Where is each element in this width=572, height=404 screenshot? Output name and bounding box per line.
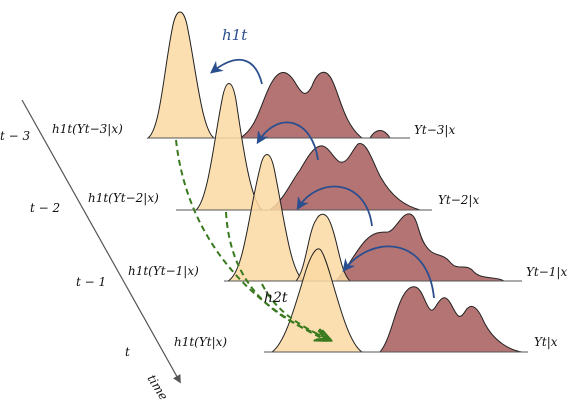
tick-t: t	[125, 345, 130, 359]
blue-arrow-2	[256, 121, 319, 161]
y-label-row-2: Yt−2|x	[438, 193, 479, 207]
h-label-row-1: h1t(Yt−3|x)	[52, 122, 123, 136]
y-label-row-3: Yt−1|x	[526, 265, 567, 279]
tick-t-minus-2: t − 2	[30, 201, 60, 215]
row-2	[176, 83, 432, 211]
orange-density-row-1	[146, 11, 216, 139]
maroon-density-row-3	[334, 213, 506, 282]
orange-density-row-3	[226, 154, 306, 282]
orange-density-row-4	[270, 248, 364, 353]
time-axis-label: time	[144, 372, 170, 402]
h-label-row-3: h1t(Yt−1|x)	[128, 264, 199, 278]
maroon-density-row-1	[238, 71, 364, 139]
h-label-row-4: h1t(Yt|x)	[174, 335, 227, 349]
tick-t-minus-1: t − 1	[76, 275, 106, 289]
blue-arrow-3	[296, 185, 373, 227]
row-1	[146, 11, 410, 139]
blue-arrow-4	[342, 245, 435, 299]
h1-label: h1t	[222, 26, 248, 44]
row-3	[224, 154, 522, 282]
green-dashed-arrow-3	[261, 283, 330, 340]
blue-arrow-1	[210, 59, 263, 85]
maroon-bump-row-1	[369, 130, 391, 139]
h-label-row-2: h1t(Yt−2|x)	[88, 191, 159, 205]
y-label-row-1: Yt−3|x	[414, 123, 455, 137]
tick-t-minus-3: t − 3	[0, 129, 31, 143]
y-label-row-4: Yt|x	[534, 335, 558, 349]
maroon-density-row-4	[378, 286, 523, 353]
time-axis	[21, 99, 181, 384]
row-4	[264, 248, 528, 353]
green-dashed-arrow-1	[175, 139, 326, 340]
orange-density-row-2	[194, 83, 264, 211]
maroon-density-row-2	[268, 143, 421, 211]
h2-label: h2t	[264, 290, 288, 306]
